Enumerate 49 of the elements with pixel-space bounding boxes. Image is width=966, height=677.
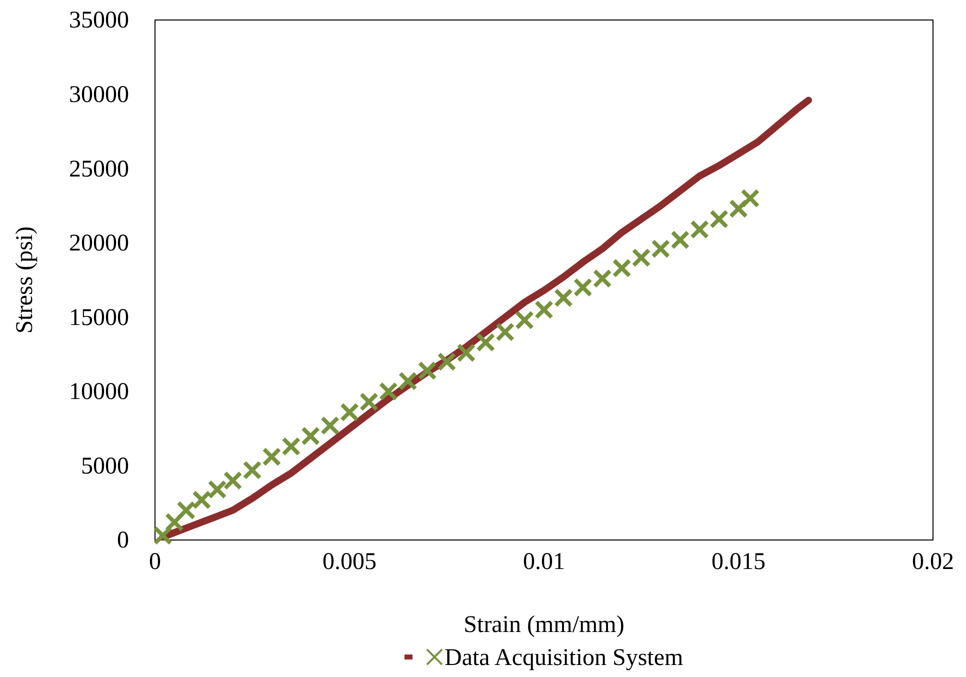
point	[418, 361, 437, 380]
point	[456, 343, 476, 362]
y-tick-label: 5000	[81, 453, 129, 480]
point	[164, 512, 184, 532]
point	[728, 199, 748, 218]
y-tick-label: 10000	[69, 379, 129, 406]
point	[320, 416, 340, 436]
legend-label: Data Acquisition System	[444, 645, 684, 671]
x-tick-label: 0	[149, 549, 161, 576]
y-axis-title: Stress (psi)	[12, 226, 38, 334]
x-axis-title: Strain (mm/mm)	[464, 612, 624, 638]
point	[651, 239, 670, 258]
point	[208, 480, 227, 500]
y-tick-label: 30000	[69, 82, 129, 108]
point	[612, 258, 632, 278]
y-tick-label: 25000	[69, 156, 129, 182]
point	[740, 188, 760, 208]
point	[176, 500, 196, 520]
y-tick-label: 35000	[69, 8, 129, 34]
y-tick-label: 0	[117, 528, 129, 554]
point	[378, 382, 398, 401]
point	[398, 371, 418, 391]
point	[496, 322, 515, 342]
point	[632, 248, 651, 268]
point	[192, 490, 212, 510]
point	[340, 402, 360, 422]
point	[476, 332, 496, 352]
point	[534, 300, 554, 320]
x-tick-label: 0.01	[523, 549, 565, 576]
point	[554, 288, 573, 308]
y-tick-label: 15000	[69, 304, 129, 331]
y-tick-label: 20000	[69, 230, 129, 257]
point	[153, 526, 172, 546]
point	[437, 352, 456, 372]
x-tick-label: 0.02	[912, 549, 954, 576]
point	[710, 210, 729, 229]
point	[301, 426, 320, 446]
point	[690, 220, 710, 240]
x-tick-label: 0.015	[712, 549, 766, 576]
point	[223, 471, 242, 490]
point	[282, 436, 301, 456]
point	[592, 268, 612, 288]
point	[242, 460, 262, 480]
x-tick-label: 0.005	[322, 549, 376, 576]
point	[262, 447, 282, 466]
point	[670, 230, 690, 250]
point	[573, 278, 592, 297]
point	[515, 310, 534, 330]
point	[359, 392, 378, 412]
